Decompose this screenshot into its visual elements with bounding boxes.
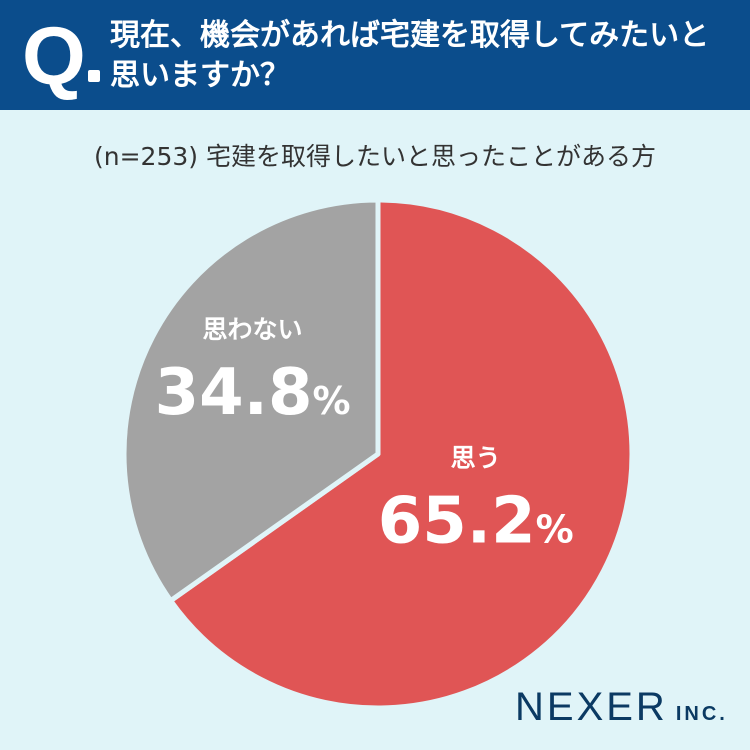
q-mark: Q — [22, 11, 86, 102]
slice-category-label: 思う — [451, 444, 501, 473]
slice-category-label: 思わない — [203, 315, 303, 344]
question-header: Q 現在、機会があれば宅建を取得してみたいと思いますか？ — [0, 0, 750, 110]
pie-slice — [168, 197, 635, 711]
q-dot-icon — [88, 70, 100, 82]
logo-main-text: NEXER — [515, 685, 668, 729]
logo-sub-text: INC. — [675, 703, 728, 725]
pie-slice — [121, 197, 381, 604]
question-text: 現在、機会があれば宅建を取得してみたいと思いますか？ — [110, 18, 710, 93]
nexer-logo: NEXER INC. — [515, 685, 728, 730]
slice-value-label: 65.2% — [378, 485, 574, 559]
slice-value-label: 34.8% — [155, 356, 351, 430]
chart-subtitle: (n=253) 宅建を取得したいと思ったことがある方 — [94, 142, 656, 171]
